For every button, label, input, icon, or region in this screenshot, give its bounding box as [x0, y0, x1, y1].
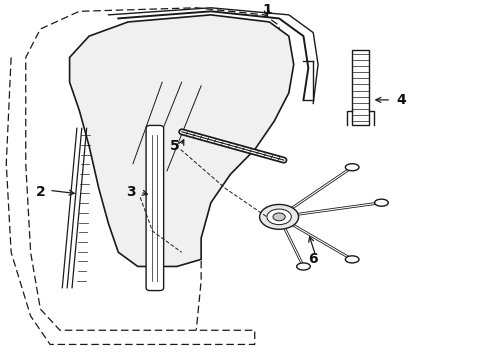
Polygon shape	[70, 15, 294, 266]
Ellipse shape	[267, 209, 291, 225]
Ellipse shape	[273, 213, 285, 221]
Ellipse shape	[345, 256, 359, 263]
Ellipse shape	[345, 164, 359, 171]
Text: 1: 1	[262, 3, 272, 17]
Text: 5: 5	[170, 139, 179, 153]
Text: 2: 2	[35, 185, 45, 199]
Ellipse shape	[296, 263, 310, 270]
FancyBboxPatch shape	[146, 125, 164, 291]
Text: 6: 6	[308, 252, 318, 266]
Ellipse shape	[374, 199, 388, 206]
Ellipse shape	[260, 204, 298, 229]
Text: 4: 4	[396, 93, 406, 107]
Bar	[352, 50, 369, 125]
Text: 3: 3	[126, 185, 135, 199]
